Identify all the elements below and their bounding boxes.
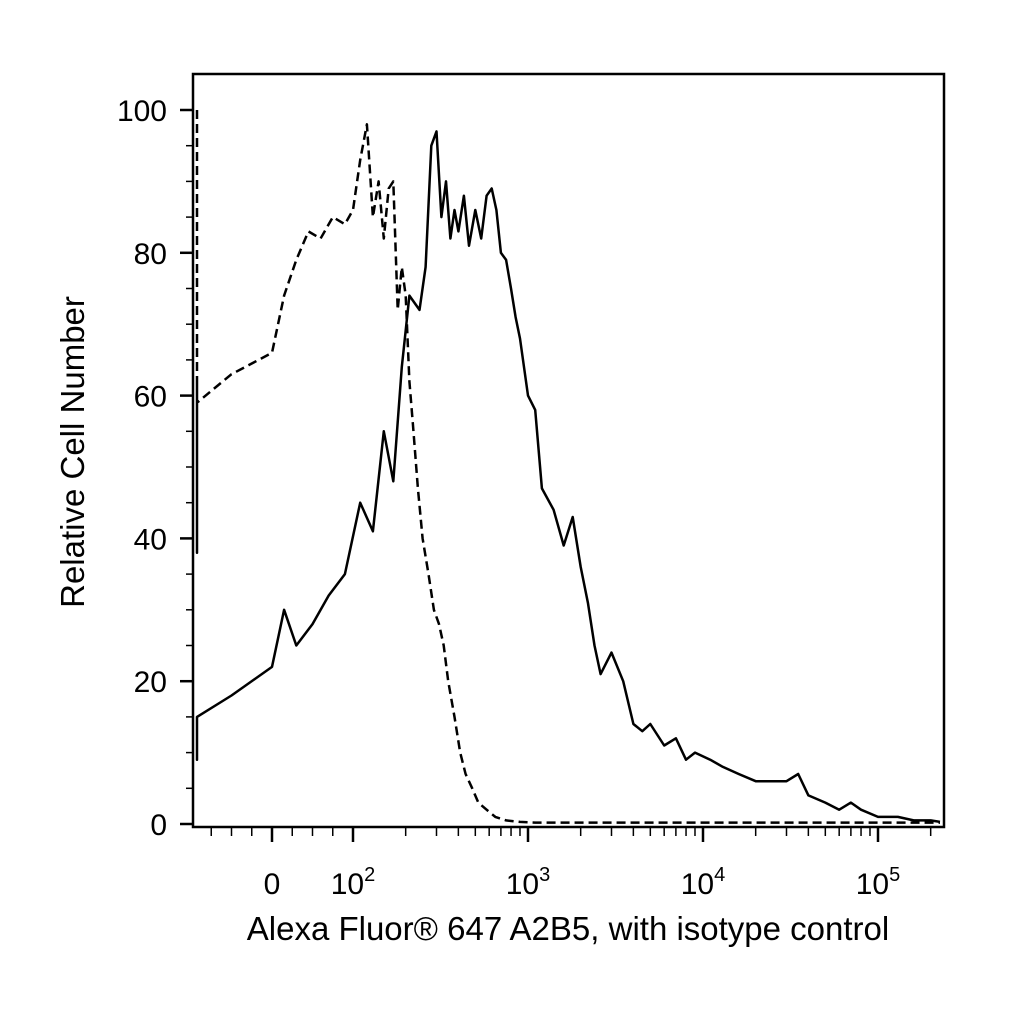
y-axis: 0 20 40 60 80 100 bbox=[117, 95, 193, 842]
x-tick-label: 105 bbox=[856, 864, 901, 901]
x-tick-label: 0 bbox=[264, 868, 281, 901]
x-tick-base: 10 bbox=[681, 868, 714, 901]
y-axis-label: Relative Cell Number bbox=[54, 296, 91, 608]
y-tick-label: 20 bbox=[134, 666, 167, 699]
y-tick-label: 60 bbox=[134, 381, 167, 414]
x-tick-exponent: 4 bbox=[714, 864, 725, 886]
x-tick-exponent: 3 bbox=[539, 864, 550, 886]
isotype-control-line bbox=[195, 110, 940, 824]
x-tick-base: 10 bbox=[506, 868, 539, 901]
y-tick-label: 40 bbox=[134, 523, 167, 556]
x-tick-label: 104 bbox=[681, 864, 726, 901]
a2b5-line bbox=[195, 130, 941, 824]
x-tick-base: 10 bbox=[331, 868, 364, 901]
x-tick-label: 103 bbox=[506, 864, 551, 901]
y-tick-label: 80 bbox=[134, 238, 167, 271]
y-tick-label: 0 bbox=[150, 809, 167, 842]
x-axis-label: Alexa Fluor® 647 A2B5, with isotype cont… bbox=[247, 910, 890, 947]
x-tick-base: 10 bbox=[856, 868, 889, 901]
x-tick-base: 0 bbox=[264, 868, 281, 901]
x-tick-label: 102 bbox=[331, 864, 376, 901]
x-tick-exponent: 2 bbox=[364, 864, 375, 886]
x-tick-exponent: 5 bbox=[889, 864, 900, 886]
y-tick-label: 100 bbox=[117, 95, 167, 128]
plot-frame bbox=[191, 72, 946, 829]
series-layer bbox=[195, 110, 941, 824]
x-axis: 0 102 103 104 105 bbox=[210, 827, 932, 901]
